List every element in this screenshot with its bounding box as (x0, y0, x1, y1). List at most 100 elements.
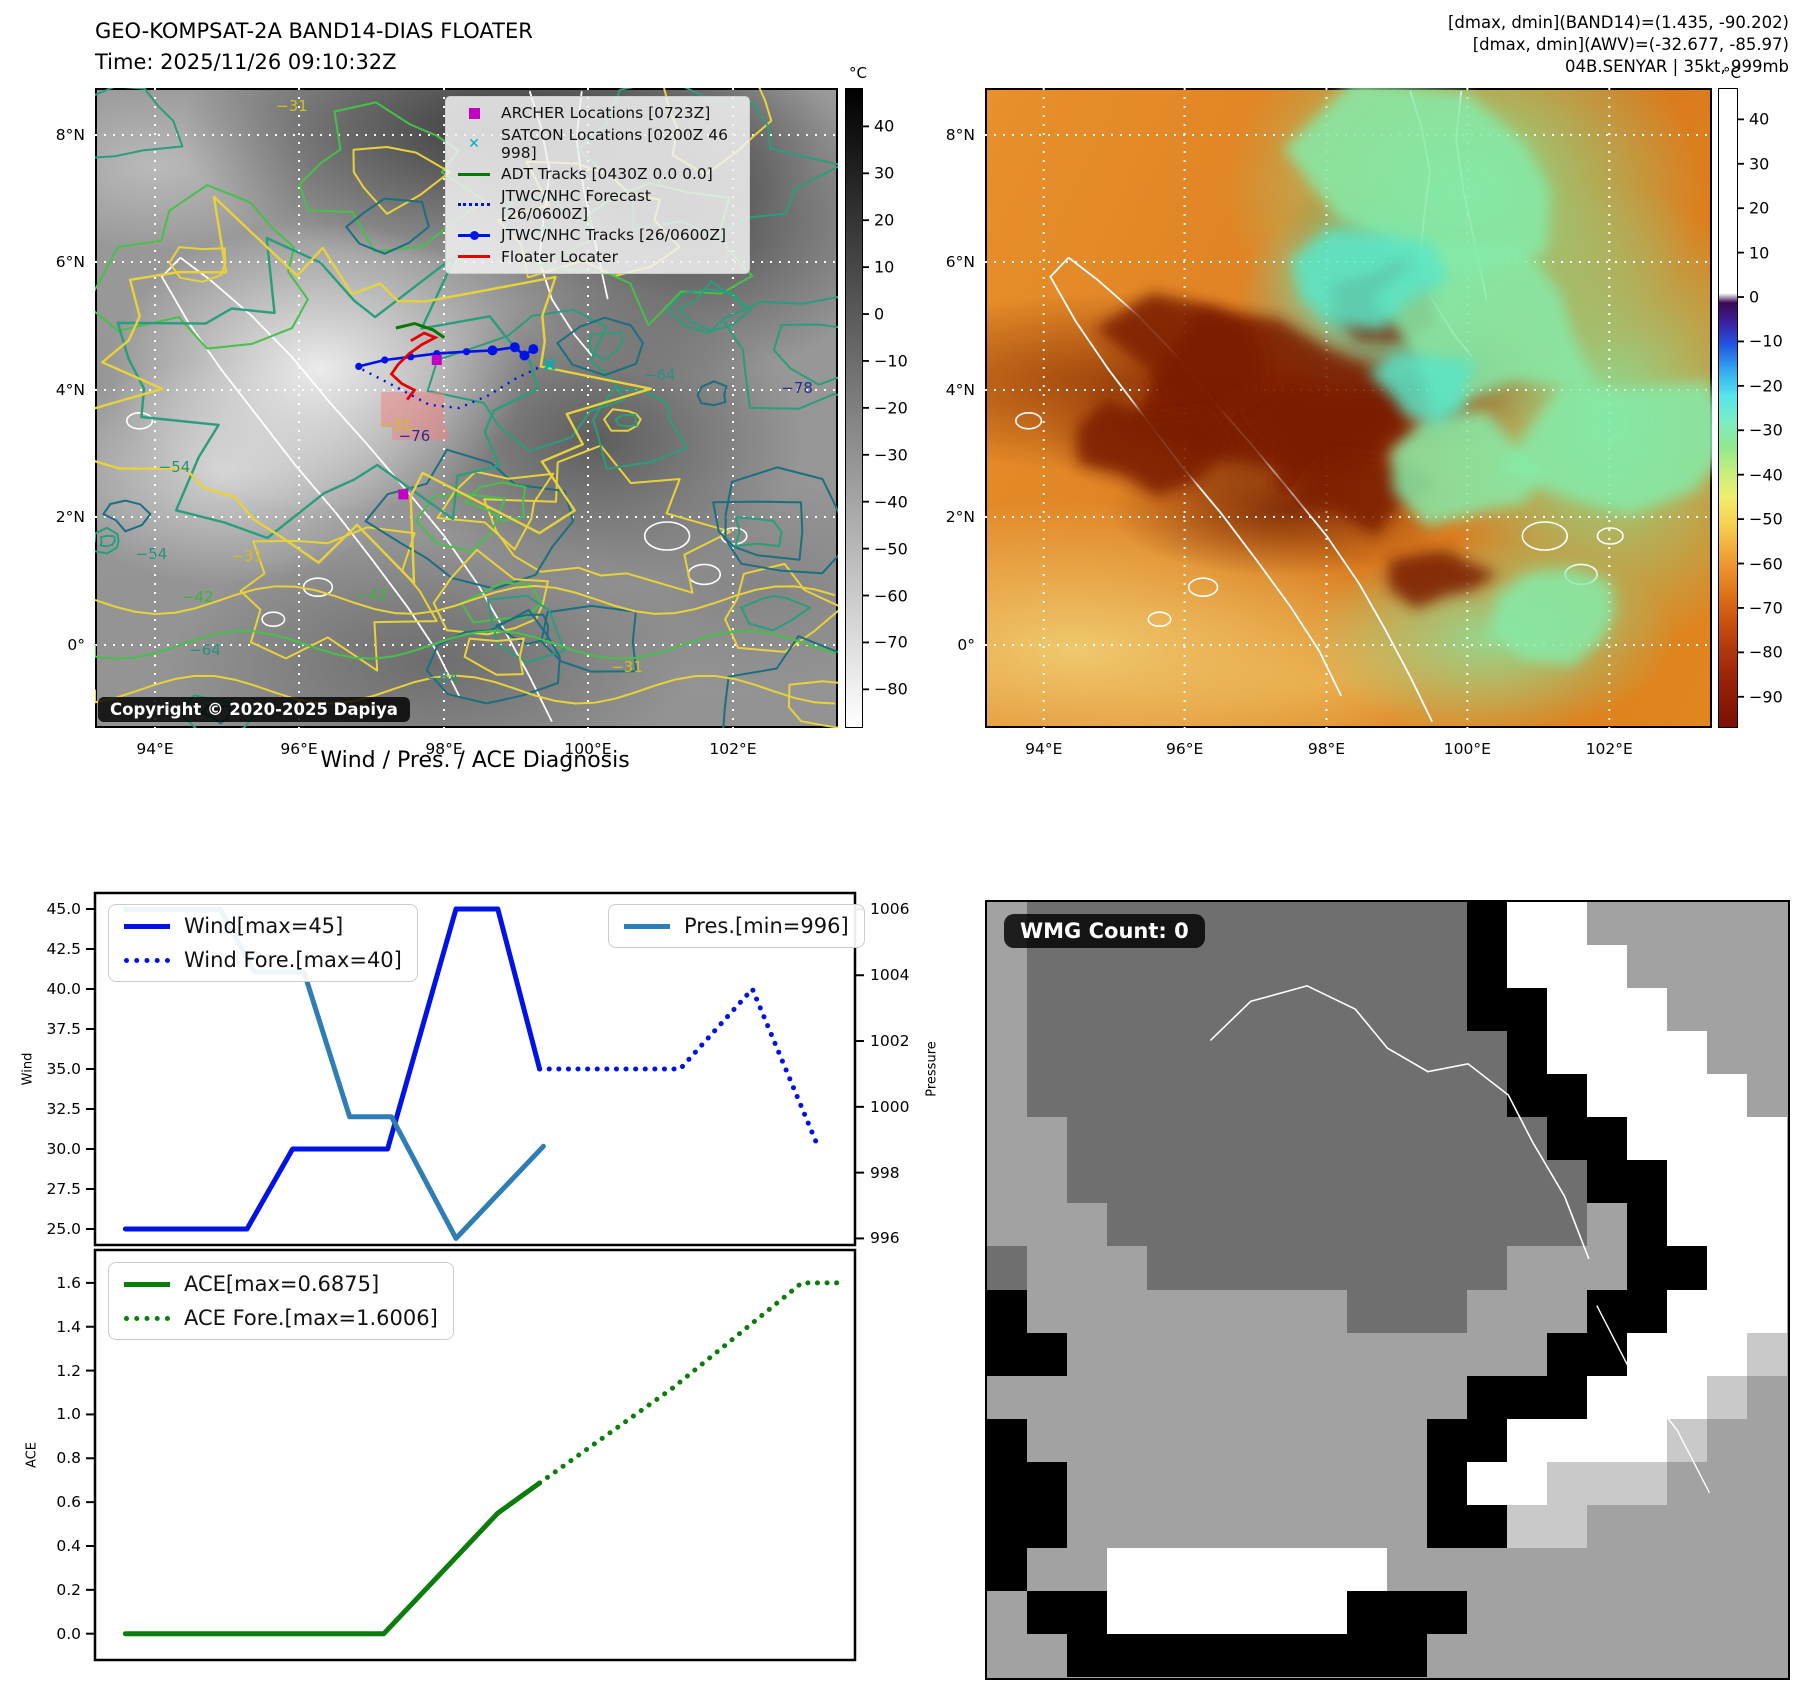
wmg-cell (1547, 1289, 1587, 1333)
wmg-count-badge: WMG Count: 0 (1004, 914, 1205, 948)
colorbar-tick-label: −30 (874, 445, 908, 465)
wmg-cell (1587, 1590, 1627, 1634)
map-legend-row: ✕ SATCON Locations [0200Z 46 998] (456, 126, 739, 162)
wmg-cell (1667, 988, 1707, 1032)
wmg-cell (1027, 1504, 1067, 1548)
wmg-cell (1547, 1074, 1587, 1118)
wmg-cell (1707, 1418, 1747, 1462)
map-legend-label: JTWC/NHC Forecast [26/0600Z] (501, 186, 651, 223)
wmg-cell (1667, 1375, 1707, 1419)
wmg-cell (1667, 1590, 1707, 1634)
wmg-cell (987, 1547, 1027, 1591)
wmg-cell (1547, 1117, 1587, 1161)
wmg-cell (1387, 902, 1427, 946)
dotted-marker-icon (456, 197, 492, 213)
colorbar-tick-label: −50 (1749, 509, 1783, 529)
wmg-cell (1507, 1633, 1547, 1677)
lon-label: 102°E (709, 740, 757, 758)
wmg-cell (1467, 1547, 1507, 1591)
map-legend-label: JTWC/NHC Tracks [26/0600Z] (501, 226, 727, 244)
wmg-cell (1747, 1117, 1787, 1161)
wmg-cell (1307, 1547, 1347, 1591)
wmg-cell (1707, 1117, 1747, 1161)
y-tick-label: 42.5 (46, 940, 81, 958)
wmg-cell (1627, 1375, 1667, 1419)
map-legend-row: JTWC/NHC Tracks [26/0600Z] (456, 226, 739, 244)
wmg-cell (1227, 1160, 1267, 1204)
legend-label: Wind[max=45] (184, 914, 344, 938)
wmg-cell (1627, 1332, 1667, 1376)
wmg-cell (1187, 1289, 1227, 1333)
wmg-cell (1347, 1289, 1387, 1333)
wmg-cell (1027, 1289, 1067, 1333)
wmg-cell (1347, 1590, 1387, 1634)
wmg-cell (1027, 1633, 1067, 1677)
colorbar-tick-label: 0 (1749, 287, 1760, 307)
colorbar-tick-label: −70 (1749, 598, 1783, 618)
wmg-cell (1547, 945, 1587, 989)
y-tick-label: 25.0 (46, 1220, 81, 1238)
wmg-cell (1747, 1375, 1787, 1419)
wmg-cell (1267, 1246, 1307, 1290)
y-tick-label: 40.0 (46, 980, 81, 998)
wmg-cell (1267, 1203, 1307, 1247)
wmg-cell (1187, 1418, 1227, 1462)
page-title: GEO-KOMPSAT-2A BAND14-DIAS FLOATER (95, 19, 533, 43)
wmg-cell (1707, 1031, 1747, 1075)
map-legend-label: ARCHER Locations [0723Z] (501, 104, 711, 122)
wmg-cell (1227, 1547, 1267, 1591)
wmg-cell (1467, 1117, 1507, 1161)
wmg-cell (1627, 1590, 1667, 1634)
awv-satellite-map (985, 88, 1712, 728)
x-marker-icon: ✕ (468, 135, 480, 152)
wmg-cell (1747, 1074, 1787, 1118)
wmg-cell (1587, 1074, 1627, 1118)
wmg-cell (1707, 1203, 1747, 1247)
wmg-cell (987, 1418, 1027, 1462)
line-dot-marker-icon (456, 227, 492, 243)
wmg-cell (1147, 945, 1187, 989)
wmg-cell (1067, 1289, 1107, 1333)
wmg-cell (987, 1375, 1027, 1419)
contour-label: −64 (426, 669, 459, 688)
contour-label: −31 (611, 658, 643, 677)
wmg-cell (1467, 1160, 1507, 1204)
wmg-cell (1227, 1074, 1267, 1118)
wmg-cell (1747, 1203, 1787, 1247)
y-tick-label: 996 (870, 1229, 900, 1248)
wmg-cell (1747, 1418, 1787, 1462)
wmg-cell (1707, 1246, 1747, 1290)
wmg-cell (1027, 1418, 1067, 1462)
wmg-cell (1107, 1289, 1147, 1333)
lon-label: 94°E (136, 740, 174, 758)
lat-label: 4°N (55, 381, 85, 400)
lat-label: 6°N (55, 253, 85, 272)
wmg-cell (1027, 1590, 1067, 1634)
wmg-cell (1627, 1461, 1667, 1505)
wmg-cell (1747, 988, 1787, 1032)
wmg-cell (1107, 988, 1147, 1032)
wmg-cell (1027, 945, 1067, 989)
wmg-cell (1427, 1332, 1467, 1376)
wmg-cell (1227, 1504, 1267, 1548)
wmg-cell (1547, 1547, 1587, 1591)
wmg-cell (1027, 1203, 1067, 1247)
wmg-cell (987, 1203, 1027, 1247)
solid-legend-sample (124, 1281, 170, 1287)
wmg-cell (987, 1074, 1027, 1118)
y-tick-label: 1002 (870, 1032, 910, 1051)
legend-label: Wind Fore.[max=40] (184, 948, 402, 972)
wmg-cell (1267, 1289, 1307, 1333)
y-axis-label: Pressure (924, 1041, 940, 1097)
wmg-cell (1307, 1203, 1347, 1247)
wmg-cell (1707, 1461, 1747, 1505)
lon-label: 98°E (425, 740, 463, 758)
y-tick-label: 0.6 (56, 1493, 81, 1512)
wmg-cell (1147, 1504, 1187, 1548)
colorbar-tick-label: −60 (1749, 554, 1783, 574)
wmg-cell (1347, 1074, 1387, 1118)
wmg-cell (1547, 1203, 1587, 1247)
wmg-cell (1587, 1160, 1627, 1204)
colorbar-tick-label: 10 (1749, 243, 1770, 263)
